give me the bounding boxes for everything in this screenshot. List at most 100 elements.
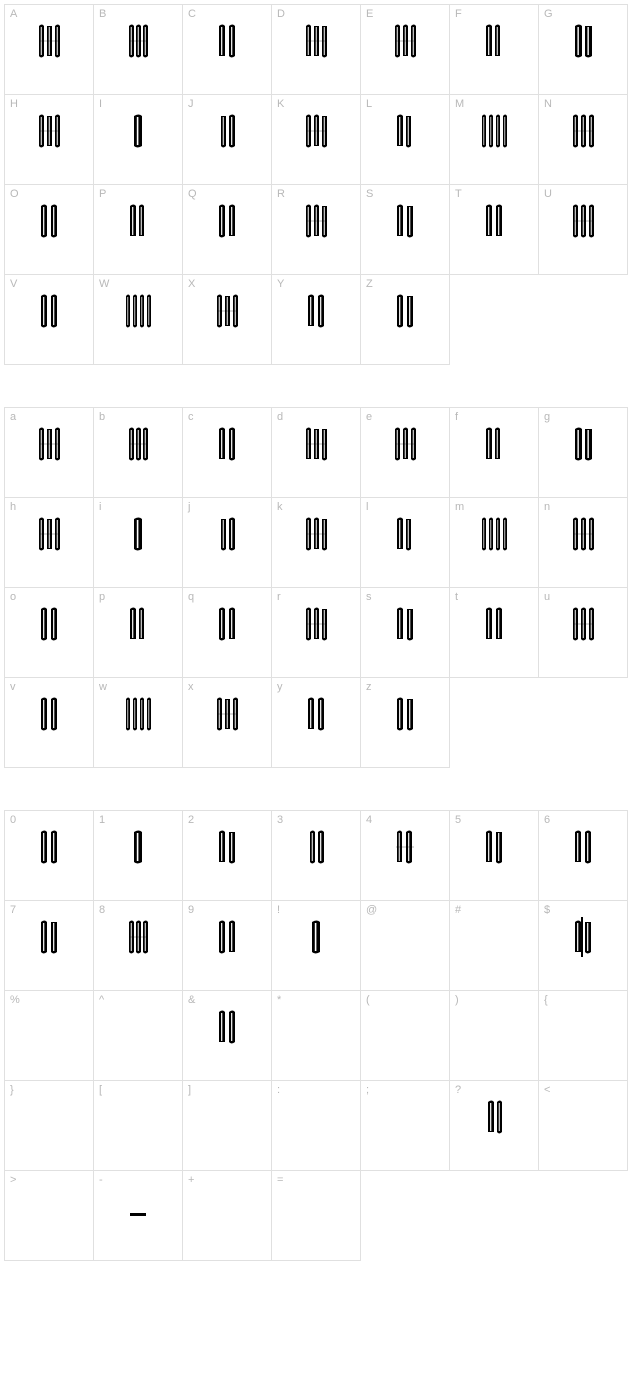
glyph-cell: z [361, 678, 450, 768]
glyph-cell: ) [450, 991, 539, 1081]
glyph-cell: @ [361, 901, 450, 991]
glyph-N [565, 109, 601, 153]
glyph-s [387, 602, 423, 646]
glyph-8 [120, 915, 156, 959]
glyph-D [298, 19, 334, 63]
glyph-I [120, 109, 156, 153]
glyph-cell: 3 [272, 811, 361, 901]
glyph-p [120, 602, 156, 646]
glyph-cell: U [539, 185, 628, 275]
cell-label: R [277, 188, 285, 200]
glyph-l [387, 512, 423, 556]
glyph-cell: { [539, 991, 628, 1081]
cell-label: d [277, 411, 283, 423]
cell-label: q [188, 591, 194, 603]
glyph-j [209, 512, 245, 556]
glyph-cell: S [361, 185, 450, 275]
glyph-cell: G [539, 5, 628, 95]
glyph-cell: y [272, 678, 361, 768]
cell-label: t [455, 591, 458, 603]
cell-label: s [366, 591, 372, 603]
glyph-cell: P [94, 185, 183, 275]
cell-label: L [366, 98, 372, 110]
glyph-C [209, 19, 245, 63]
glyph-E [387, 19, 423, 63]
glyph-cell: = [272, 1171, 361, 1261]
glyph-cell: 8 [94, 901, 183, 991]
cell-label: f [455, 411, 458, 423]
glyph-d [298, 422, 334, 466]
glyph-7 [31, 915, 67, 959]
section-lowercase: abcdefghijklmnopqrstuvwxyz [4, 407, 636, 768]
glyph-cell: m [450, 498, 539, 588]
glyph-cell: 6 [539, 811, 628, 901]
cell-label: ] [188, 1084, 191, 1096]
character-grid: ABCDEFGHIJKLMNOPQRSTUVWXYZ [4, 4, 628, 365]
empty-cell [539, 1171, 628, 1261]
cell-label: ? [455, 1084, 461, 1096]
glyph-cell: T [450, 185, 539, 275]
cell-label: H [10, 98, 18, 110]
glyph-R [298, 199, 334, 243]
cell-label: W [99, 278, 109, 290]
character-map-root: ABCDEFGHIJKLMNOPQRSTUVWXYZabcdefghijklmn… [4, 4, 636, 1261]
glyph-A [31, 19, 67, 63]
cell-label: } [10, 1084, 14, 1096]
glyph-f [476, 422, 512, 466]
cell-label: B [99, 8, 106, 20]
cell-label: i [99, 501, 101, 513]
glyph-q [209, 602, 245, 646]
cell-label: o [10, 591, 16, 603]
section-numbers-symbols: 0123456789!@#$%^&*(){}[]:;?<>-+= [4, 810, 636, 1261]
glyph-cell: - [94, 1171, 183, 1261]
glyph-cell: R [272, 185, 361, 275]
glyph-K [298, 109, 334, 153]
glyph-S [387, 199, 423, 243]
cell-label: < [544, 1084, 550, 1096]
glyph-cell: O [5, 185, 94, 275]
cell-label: 1 [99, 814, 105, 826]
glyph-cell: 1 [94, 811, 183, 901]
glyph-cell: ? [450, 1081, 539, 1171]
glyph-G [565, 19, 601, 63]
cell-label: V [10, 278, 17, 290]
cell-label: @ [366, 904, 377, 916]
glyph-cell: + [183, 1171, 272, 1261]
cell-label: T [455, 188, 462, 200]
glyph-cell: 0 [5, 811, 94, 901]
glyph-y [298, 692, 334, 736]
glyph-e [387, 422, 423, 466]
cell-label: e [366, 411, 372, 423]
glyph-cell: Z [361, 275, 450, 365]
empty-cell [450, 275, 539, 365]
glyph-r [298, 602, 334, 646]
empty-cell [450, 678, 539, 768]
glyph-cell: V [5, 275, 94, 365]
cell-label: + [188, 1174, 194, 1186]
glyph-cell: 5 [450, 811, 539, 901]
glyph-cell: A [5, 5, 94, 95]
glyph-cell: 7 [5, 901, 94, 991]
glyph-cell: g [539, 408, 628, 498]
cell-label: Q [188, 188, 197, 200]
character-grid: 0123456789!@#$%^&*(){}[]:;?<>-+= [4, 810, 628, 1261]
cell-label: z [366, 681, 372, 693]
cell-label: 0 [10, 814, 16, 826]
cell-label: Z [366, 278, 373, 290]
glyph-L [387, 109, 423, 153]
cell-label: 3 [277, 814, 283, 826]
glyph-cell: > [5, 1171, 94, 1261]
glyph-cell: $ [539, 901, 628, 991]
cell-label: $ [544, 904, 550, 916]
cell-label: 4 [366, 814, 372, 826]
glyph-cell: ] [183, 1081, 272, 1171]
glyph-Z [387, 289, 423, 333]
cell-label: S [366, 188, 373, 200]
cell-label: * [277, 994, 281, 1006]
glyph-cell: N [539, 95, 628, 185]
glyph-cell: c [183, 408, 272, 498]
glyph-cell: 2 [183, 811, 272, 901]
empty-cell [450, 1171, 539, 1261]
cell-label: y [277, 681, 283, 693]
glyph-cell: 4 [361, 811, 450, 901]
